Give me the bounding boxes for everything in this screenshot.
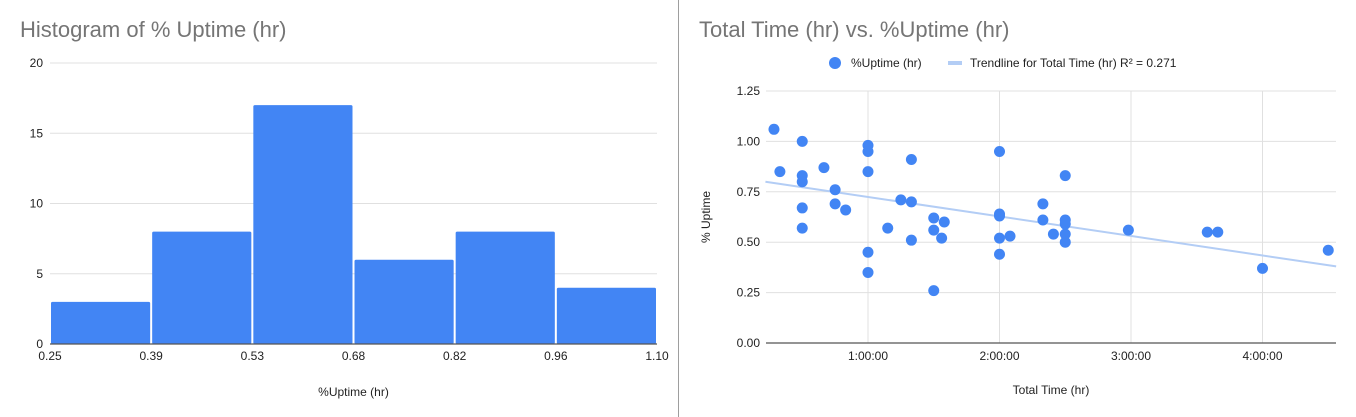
data-point[interactable] [1257, 262, 1268, 274]
data-point[interactable] [905, 234, 917, 246]
histogram-panel[interactable]: Histogram of % Uptime (hr) 0 5 10 15 20 0.25 0… [0, 0, 678, 417]
data-point[interactable] [862, 166, 874, 178]
data-point[interactable] [905, 196, 917, 208]
data-point[interactable] [1059, 218, 1071, 230]
data-point[interactable] [994, 232, 1005, 244]
data-point[interactable] [938, 216, 950, 228]
data-point[interactable] [818, 162, 830, 174]
histogram-plot: 0 5 10 15 20 0.25 0.39 0.53 0.68 0.82 0.96 1.10 %Upt… [30, 56, 669, 399]
x-tick-label: 2:00:00 [979, 349, 1019, 363]
data-point[interactable] [994, 145, 1005, 157]
y-tick-label: 15 [30, 126, 44, 140]
histogram-bar[interactable] [253, 105, 353, 345]
data-point[interactable] [862, 266, 874, 278]
y-tick-label: 5 [36, 267, 43, 281]
data-point[interactable] [1004, 230, 1016, 242]
data-point[interactable] [994, 210, 1005, 222]
histogram-title: Histogram of % Uptime (hr) [20, 17, 287, 42]
y-tick-label: 1.25 [737, 84, 761, 98]
scatter-panel[interactable]: Total Time (hr) vs. %Uptime (hr) %Uptime… [679, 0, 1356, 417]
y-tick-label: 10 [30, 197, 44, 211]
x-tick-label: 0.39 [139, 349, 163, 363]
legend-series-marker-icon[interactable] [829, 57, 841, 69]
y-tick-label: 0.25 [737, 286, 761, 300]
data-point[interactable] [862, 145, 874, 157]
data-point[interactable] [1322, 244, 1334, 256]
data-point[interactable] [796, 135, 808, 147]
data-point[interactable] [796, 176, 808, 188]
data-point[interactable] [928, 285, 940, 297]
histogram-bar[interactable] [51, 301, 151, 344]
y-tick-label: 20 [30, 56, 44, 70]
x-tick-label: 0.96 [544, 349, 568, 363]
panel-divider [678, 0, 679, 417]
trendline [765, 180, 1337, 268]
x-tick-label: 1:00:00 [848, 349, 888, 363]
histogram-bar[interactable] [354, 259, 454, 344]
histogram-bar[interactable] [152, 231, 252, 344]
data-point[interactable] [882, 222, 894, 234]
data-point[interactable] [840, 204, 852, 216]
data-point[interactable] [905, 154, 917, 166]
x-tick-label: 0.68 [342, 349, 366, 363]
data-point[interactable] [1037, 214, 1049, 226]
data-point[interactable] [936, 232, 948, 244]
x-axis-title: %Uptime (hr) [318, 385, 389, 399]
data-point[interactable] [928, 212, 940, 224]
histogram-bar[interactable] [455, 231, 555, 344]
data-point[interactable] [774, 166, 786, 178]
data-point[interactable] [1059, 170, 1071, 182]
data-point[interactable] [796, 222, 808, 234]
y-tick-label: 0.75 [737, 185, 761, 199]
x-tick-label: 3:00:00 [1111, 349, 1151, 363]
y-axis-title: % Uptime [699, 191, 713, 243]
x-tick-label: 0.53 [241, 349, 265, 363]
data-point[interactable] [768, 123, 780, 135]
data-point[interactable] [928, 224, 940, 236]
data-point[interactable] [1212, 226, 1224, 238]
scatter-plot: %Uptime (hr) Trendline for Total Time (hr… [699, 56, 1337, 397]
legend-series-label[interactable]: %Uptime (hr) [851, 56, 922, 70]
data-point[interactable] [1201, 226, 1213, 238]
x-tick-label: 1.10 [645, 349, 669, 363]
data-point[interactable] [829, 184, 841, 196]
y-tick-label: 0.50 [737, 235, 761, 249]
data-point[interactable] [829, 198, 841, 210]
x-axis-title: Total Time (hr) [1013, 383, 1090, 397]
data-point[interactable] [895, 194, 907, 206]
x-tick-label: 4:00:00 [1242, 349, 1282, 363]
data-point[interactable] [796, 202, 808, 214]
data-point[interactable] [1122, 224, 1134, 236]
legend-trendline-marker-icon[interactable] [948, 61, 962, 65]
y-tick-label: 0 [36, 337, 43, 351]
y-tick-label: 0.00 [737, 336, 761, 350]
histogram-bar[interactable] [556, 287, 656, 344]
data-point[interactable] [1037, 198, 1049, 210]
x-tick-label: 0.25 [38, 349, 62, 363]
data-point[interactable] [1059, 228, 1071, 240]
legend-trendline-label[interactable]: Trendline for Total Time (hr) R² = 0.271 [970, 56, 1177, 70]
data-point[interactable] [994, 248, 1005, 260]
x-tick-label: 0.82 [443, 349, 467, 363]
scatter-title: Total Time (hr) vs. %Uptime (hr) [699, 17, 1010, 42]
y-tick-label: 1.00 [737, 134, 761, 148]
data-point[interactable] [862, 246, 874, 258]
data-point[interactable] [1059, 236, 1071, 248]
data-point[interactable] [1047, 228, 1059, 240]
